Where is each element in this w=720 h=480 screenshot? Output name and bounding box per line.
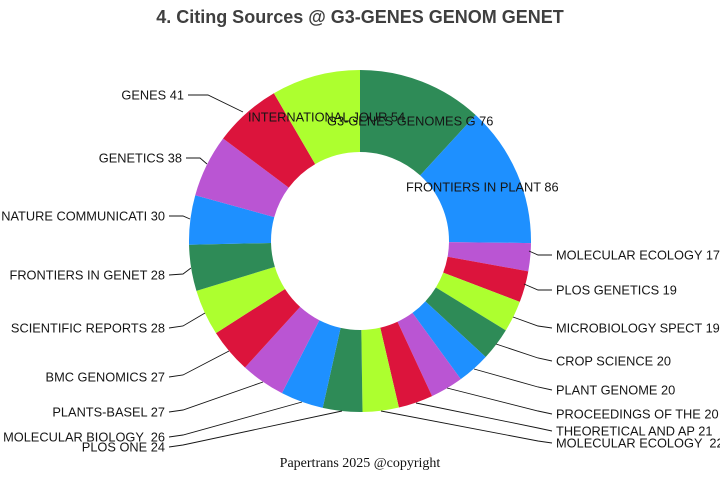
slice-label: BMC GENOMICS 27 [46, 370, 165, 385]
slice-label: THEORETICAL AND AP 21 [556, 424, 712, 439]
slice-label: PLANTS-BASEL 27 [52, 405, 165, 420]
label-leader-line [168, 267, 192, 276]
label-leader-line [415, 402, 553, 432]
pie-slice-5 [425, 287, 506, 357]
label-leader-line [380, 410, 553, 444]
label-leader-line [446, 387, 553, 415]
slice-label: FRONTIERS IN GENET 28 [10, 268, 166, 283]
slice-label: MOLECULAR BIOLOGY 26 [3, 430, 165, 445]
label-leader-line [168, 401, 303, 438]
label-leader-line [168, 410, 343, 448]
pie-slice-11 [281, 320, 341, 408]
label-leader-line [169, 215, 191, 220]
label-leader-line [168, 312, 206, 329]
slice-label: PROCEEDINGS OF THE 20 [556, 407, 719, 422]
label-leader-line [168, 381, 264, 413]
label-leader-line [523, 283, 552, 291]
pie-slice-2 [447, 242, 531, 272]
pie-slice-3 [443, 256, 529, 302]
pie-slice-17 [195, 138, 289, 218]
pie-slice-12 [244, 306, 320, 394]
pie-slice-9 [361, 327, 399, 412]
slice-label: GENES 41 [121, 88, 184, 103]
label-leader-line [495, 343, 553, 362]
slice-label: FRONTIERS IN PLANT 86 [406, 180, 559, 195]
label-leader-line [188, 94, 244, 113]
slice-label: SCIENTIFIC REPORTS 28 [11, 321, 165, 336]
pie-slice-6 [412, 301, 486, 380]
slice-label: MOLECULAR ECOLOGY 17 [556, 248, 720, 263]
pie-slice-10 [322, 327, 363, 412]
pie-slice-14 [196, 266, 286, 334]
chart-title: 4. Citing Sources @ G3-GENES GENOM GENET [156, 7, 564, 27]
pie-slice-0 [360, 70, 476, 176]
pie-slice-13 [215, 288, 301, 368]
slice-label: INTERNATIONAL JOUR 54 [248, 110, 405, 125]
label-leader-line [186, 157, 208, 165]
footer-copyright: Papertrans 2025 @copyright [279, 456, 441, 471]
slice-label: PLOS GENETICS 19 [556, 283, 677, 298]
slice-label: CROP SCIENCE 20 [556, 354, 671, 369]
slice-label: MICROBIOLOGY SPECT 19 [556, 321, 720, 336]
pie-slice-18 [223, 93, 316, 188]
pie-slice-7 [397, 312, 461, 397]
label-leader-line [512, 316, 553, 329]
slice-label: GENETICS 38 [99, 151, 182, 166]
slice-label: G3-GENES GENOMES G 76 [327, 114, 493, 129]
slice-label: PLANT GENOME 20 [556, 383, 675, 398]
pie-slice-19 [273, 70, 360, 165]
slice-label: MOLECULAR ECOLOGY 22 [556, 436, 720, 451]
slice-label: PLOS ONE 24 [82, 440, 165, 455]
pie-slice-15 [189, 242, 275, 291]
label-leader-line [473, 368, 553, 391]
pie-slice-8 [380, 321, 433, 408]
pie-slice-16 [189, 195, 275, 245]
pie-slice-1 [420, 115, 531, 244]
label-leader-line [528, 250, 552, 256]
slice-label: NATURE COMMUNICATI 30 [1, 209, 165, 224]
pie-slice-4 [435, 272, 520, 331]
label-leader-line [168, 350, 230, 378]
